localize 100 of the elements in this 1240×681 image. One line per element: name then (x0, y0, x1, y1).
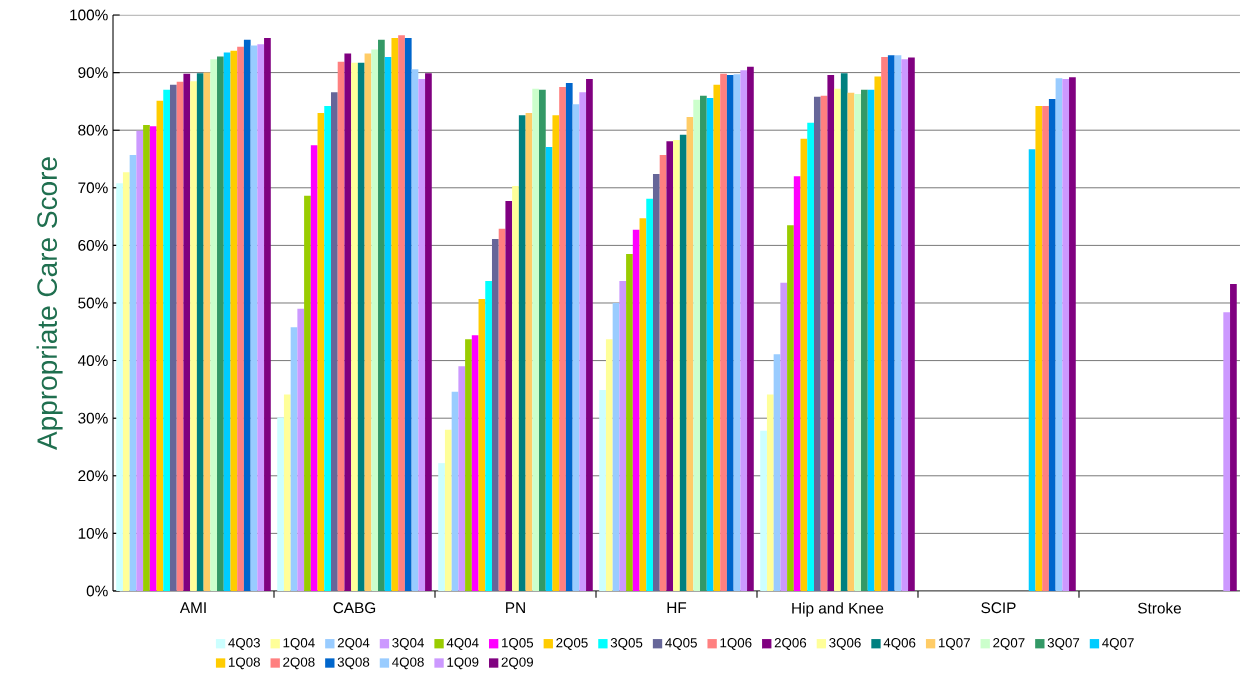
bar (471, 335, 479, 591)
bar (378, 39, 385, 591)
bar (1042, 106, 1049, 591)
y-tick-label: 30% (78, 412, 108, 424)
legend-label: 1Q04 (283, 638, 315, 650)
bar (512, 186, 519, 591)
bar (854, 93, 862, 591)
bar (673, 139, 680, 591)
bar (330, 92, 338, 591)
legend-label: 4Q08 (392, 657, 424, 670)
bar (901, 59, 909, 591)
y-tick-label: 0% (86, 585, 108, 597)
bar (720, 73, 727, 591)
bar (1035, 106, 1043, 591)
y-tick-label: 60% (78, 239, 108, 251)
bar (539, 89, 546, 591)
bar (257, 44, 265, 591)
bar (264, 38, 271, 591)
y-tick-label: 80% (78, 124, 108, 136)
bar (605, 339, 613, 591)
bar (283, 394, 291, 591)
legend-label: 4Q03 (228, 638, 260, 650)
bar (793, 176, 801, 591)
bar (425, 73, 432, 591)
bar (908, 57, 915, 591)
legend-label: 2Q06 (774, 638, 807, 650)
bar (766, 394, 774, 591)
bar (840, 73, 848, 591)
bar (834, 88, 841, 591)
bar (726, 74, 734, 591)
y-tick-label: 50% (78, 297, 108, 309)
bar (324, 106, 331, 591)
bar (626, 254, 633, 591)
legend-label: 1Q06 (720, 638, 752, 650)
x-tick-label: Stroke (1138, 602, 1181, 614)
bar (1048, 99, 1056, 591)
bar (136, 130, 144, 591)
legend-label: 1Q07 (938, 638, 970, 650)
bar (458, 366, 466, 591)
legend-label: 4Q06 (883, 638, 916, 650)
bar (646, 198, 653, 591)
x-tick-label: AMI (179, 602, 206, 613)
bar (210, 59, 218, 591)
legend-label: 2Q09 (501, 657, 533, 670)
bar (813, 96, 821, 591)
bar (599, 389, 606, 591)
legend-label: 4Q04 (446, 638, 479, 650)
bar (277, 417, 284, 591)
bar (243, 39, 251, 591)
bar (780, 282, 788, 591)
x-tick-label: PN (506, 602, 525, 613)
bar (552, 115, 560, 591)
bar (518, 115, 526, 591)
legend-label: 2Q08 (283, 657, 315, 670)
bar (217, 56, 224, 591)
bar (619, 281, 627, 591)
x-tick-label: HF (667, 602, 687, 613)
y-tick-label: 70% (78, 182, 108, 194)
bar (505, 201, 513, 591)
bar (398, 35, 405, 591)
bar (713, 84, 721, 591)
legend-label: 4Q07 (1102, 638, 1134, 650)
bar (297, 308, 305, 591)
bar (163, 89, 170, 591)
legend-label: 2Q05 (556, 638, 588, 650)
bar (149, 126, 157, 591)
bar (1069, 77, 1076, 591)
bar (586, 78, 593, 591)
bar (807, 122, 814, 591)
bar (887, 55, 895, 591)
legend-label: 3Q08 (337, 657, 370, 670)
bar (438, 463, 445, 591)
y-axis-title: Appropriate Care Score (36, 157, 63, 450)
bar (344, 53, 352, 591)
bar (491, 239, 499, 591)
bar (874, 76, 882, 591)
bar (1223, 312, 1231, 591)
bar (632, 229, 640, 591)
bar (183, 73, 191, 591)
legend-label: 3Q07 (1047, 638, 1080, 650)
x-tick-label: CABG (333, 602, 376, 614)
y-tick-label: 10% (78, 527, 108, 539)
legend-label: 2Q07 (993, 638, 1025, 650)
legend-label: 3Q04 (392, 638, 424, 650)
bar (565, 82, 573, 591)
y-tick-label: 100% (70, 9, 108, 21)
bar (700, 95, 707, 591)
bar (679, 134, 687, 591)
bar (230, 50, 238, 591)
y-tick-label: 20% (78, 470, 108, 482)
bar (666, 141, 674, 591)
bar (304, 195, 311, 591)
bar (1062, 78, 1070, 591)
bar (237, 46, 244, 591)
bar (465, 339, 472, 591)
legend-label: 3Q06 (829, 638, 861, 650)
bar (760, 430, 767, 591)
x-tick-label: Hip and Knee (792, 602, 884, 617)
y-tick-label: 90% (78, 67, 108, 79)
bar (693, 99, 701, 591)
